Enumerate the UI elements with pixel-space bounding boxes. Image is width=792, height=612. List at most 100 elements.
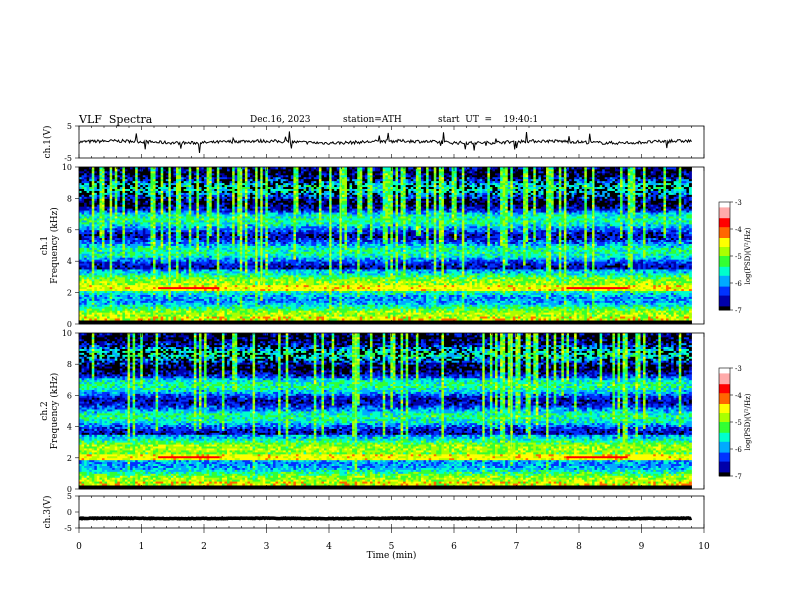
- spectrogram-cell: [505, 316, 509, 319]
- spectrogram-cell: [367, 314, 371, 317]
- spectrogram-cell: [81, 314, 85, 317]
- spectrogram-cell: [324, 320, 327, 323]
- spectrogram-cell: [96, 308, 100, 311]
- spectrogram-cell: [441, 316, 445, 319]
- spectrogram-cell: [625, 314, 629, 317]
- spectrogram-cell: [443, 312, 447, 315]
- spectrogram-cell: [405, 316, 409, 319]
- spectrogram-cell: [658, 318, 662, 321]
- spectrogram-cell: [130, 312, 133, 315]
- spectrogram-cell: [561, 308, 565, 311]
- spectrogram-cell: [158, 306, 162, 309]
- spectrogram-cell: [510, 318, 514, 321]
- spectrogram-cell: [232, 308, 236, 311]
- spectrogram-cell: [86, 304, 90, 307]
- spectrogram-cell: [640, 318, 644, 321]
- spectrogram-cell: [326, 304, 330, 307]
- spectrogram-cell: [344, 306, 348, 309]
- spectrogram-cell: [224, 316, 228, 319]
- spectrogram-cell: [352, 308, 356, 311]
- spectrogram-cell: [607, 316, 611, 319]
- spectrogram-cell: [441, 322, 445, 325]
- spectrogram-cell: [599, 314, 603, 317]
- spectrogram-cell: [454, 308, 458, 311]
- spectrogram-cell: [375, 322, 378, 325]
- spectrogram-cell: [290, 308, 294, 311]
- spectrogram-cell: [214, 312, 218, 315]
- spectrogram-cell: [209, 310, 213, 313]
- spectrogram-cell: [165, 312, 169, 315]
- spectrogram-cell: [515, 322, 519, 325]
- spectrogram-cell: [150, 318, 154, 321]
- spectrogram-cell: [653, 306, 657, 309]
- spectrogram-cell: [99, 316, 103, 319]
- spectrogram-cell: [540, 314, 544, 317]
- spectrogram-cell: [188, 322, 192, 325]
- spectrogram-cell: [336, 318, 340, 321]
- spectrogram-cell: [91, 320, 95, 323]
- spectrogram-cell: [528, 320, 532, 323]
- spectrogram-cell: [500, 312, 504, 315]
- spectrogram-cell: [331, 316, 335, 319]
- spectrogram-cell: [479, 312, 483, 315]
- spectrogram-cell: [104, 306, 108, 309]
- spectrogram-cell: [528, 306, 532, 309]
- spectrogram-cell: [86, 318, 90, 321]
- spectrogram-cell: [285, 310, 289, 313]
- spectrogram-cell: [227, 308, 230, 311]
- spectrogram-cell: [249, 308, 253, 311]
- spectrogram-cell: [349, 312, 353, 315]
- spectrogram-cell: [614, 306, 618, 309]
- spectrogram-cell: [648, 314, 652, 317]
- spectrogram-cell: [298, 318, 302, 321]
- spectrogram-cell: [201, 308, 205, 311]
- spectrogram-cell: [232, 314, 236, 317]
- spectrogram-cell: [630, 316, 634, 319]
- spectrogram-cell: [645, 320, 649, 323]
- spectrogram-cell: [170, 304, 174, 307]
- spectrogram-cell: [204, 314, 207, 317]
- spectrogram-cell: [418, 318, 422, 321]
- spectrogram-cell: [454, 306, 458, 309]
- spectrogram-cell: [252, 312, 256, 315]
- spectrogram-cell: [415, 318, 419, 321]
- spectrogram-cell: [538, 322, 542, 325]
- spectrogram-cell: [571, 314, 575, 317]
- spectrogram-cell: [520, 312, 524, 315]
- spectrogram-cell: [99, 322, 103, 325]
- spectrogram-cell: [295, 314, 299, 317]
- spectrogram-cell: [321, 322, 325, 325]
- spectrogram-cell: [283, 314, 287, 317]
- spectrogram-cell: [168, 320, 172, 323]
- spectrogram-cell: [234, 306, 238, 309]
- spectrogram-cell: [301, 322, 304, 325]
- spectrogram-cell: [387, 318, 391, 321]
- spectrogram-cell: [278, 320, 282, 323]
- spectrogram-cell: [349, 314, 353, 317]
- spectrogram-cell: [242, 322, 246, 325]
- y-axis-label: ch.1(V): [42, 126, 53, 159]
- spectrogram-cell: [130, 322, 133, 325]
- spectrogram-cell: [556, 308, 560, 311]
- spectrogram-cell: [290, 304, 294, 307]
- spectrogram-cell: [635, 318, 639, 321]
- spectrogram-cell: [551, 306, 555, 309]
- spectrogram-cell: [339, 312, 343, 315]
- spectrogram-cell: [153, 314, 156, 317]
- spectrogram-cell: [214, 314, 218, 317]
- spectrogram-cell: [512, 318, 516, 321]
- spectrogram-cell: [489, 316, 493, 319]
- spectrogram-cell: [663, 308, 667, 311]
- spectrogram-cell: [303, 318, 307, 321]
- spectrogram-cell: [349, 318, 353, 321]
- spectrogram-cell: [403, 316, 407, 319]
- spectrogram-cell: [150, 314, 154, 317]
- spectrogram-cell: [173, 314, 177, 317]
- spectrogram-cell: [563, 320, 567, 323]
- spectrogram-cell: [505, 312, 509, 315]
- spectrogram-cell: [224, 310, 228, 313]
- spectrogram-cell: [540, 310, 544, 313]
- spectrogram-cell: [546, 310, 549, 313]
- spectrogram-cell: [420, 310, 424, 313]
- spectrogram-cell: [683, 314, 687, 317]
